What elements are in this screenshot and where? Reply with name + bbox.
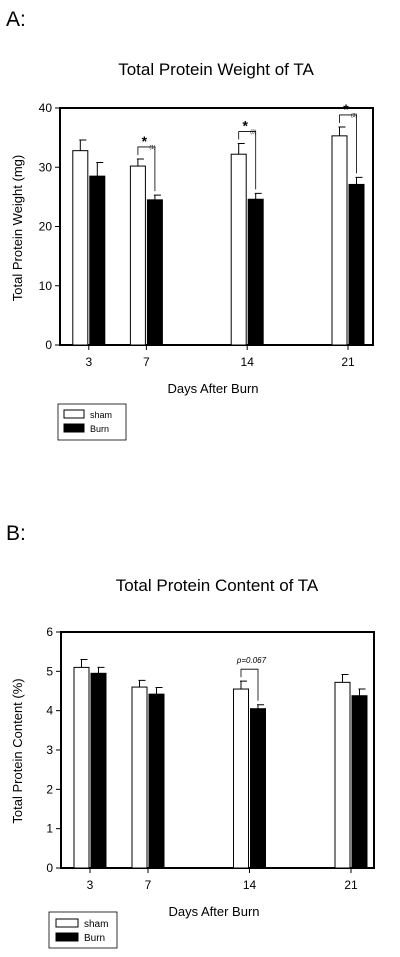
panel-a-legend-swatch-burn: [63, 423, 85, 433]
panel-a-error-bar-burn-21: [355, 176, 363, 185]
panel-b-y-tick-label-5: 5: [46, 664, 53, 678]
panel-b-y-tick-label-0: 0: [46, 861, 53, 875]
panel-a-legend-label-burn: Burn: [90, 424, 109, 434]
panel-b-error-bar-sham-21: [341, 673, 349, 683]
panel-a-significance-star-21: *: [343, 101, 349, 117]
panel-a-error-bar-burn-7: [153, 194, 161, 200]
panel-a-significance-note-21: (3): [351, 113, 357, 119]
panel-b-label: B:: [6, 522, 26, 545]
panel-a-significance-star-14: *: [242, 118, 248, 134]
panel-a-error-bar-sham-21: [338, 126, 346, 136]
panel-b-legend-swatch-burn: [55, 932, 79, 942]
panel-a-error-bar-sham-14: [237, 143, 245, 155]
panel-b-x-axis-label: Days After Burn: [168, 904, 259, 919]
panel-b-y-axis-label: Total Protein Content (%): [10, 678, 25, 823]
panel-a-y-tick-label-0: 0: [45, 338, 52, 352]
panel-b-bar-burn-14: [250, 708, 266, 869]
panel-a-bar-burn-3: [89, 175, 106, 346]
panel-a-y-tick-label-2: 20: [39, 220, 53, 234]
panel-b-legend-box: [48, 911, 118, 949]
panel-a-y-axis-label: Total Protein Weight (mg): [10, 155, 25, 301]
panel-b-x-tick-label-0: 3: [87, 878, 94, 892]
panel-a-x-ticks: 3 7 14 21: [85, 345, 355, 369]
panel-b-annotations: p=0.067: [236, 656, 267, 701]
panel-b-x-ticks: 3 7 14 21: [87, 868, 358, 892]
panel-a-annotations: * (1)* (3)* (3): [137, 101, 357, 192]
panel-b-x-tick-label-2: 14: [243, 878, 257, 892]
panel-b-error-bar-sham-3: [80, 659, 88, 668]
panel-b-bar-sham-3: [73, 666, 90, 869]
panel-a-bar-burn-14: [247, 198, 264, 346]
panel-b-bar-burn-3: [90, 672, 107, 869]
panel-a-x-tick-label-2: 14: [241, 355, 255, 369]
panel-a-significance-note-14: (3): [250, 130, 256, 136]
panel-a-bar-sham-14: [230, 153, 247, 346]
panel-a-y-tick-label-1: 10: [39, 279, 53, 293]
panel-b-legend-swatch-sham: [55, 918, 79, 928]
panel-b-x-tick-label-3: 21: [344, 878, 358, 892]
panel-a-error-bar-burn-3: [96, 162, 104, 177]
panel-a-y-ticks: 0 10 20 30 40: [39, 101, 60, 352]
panel-a-bar-burn-21: [348, 183, 365, 346]
panel-a-bar-sham-3: [72, 150, 89, 346]
panel-b-y-tick-label-2: 2: [46, 782, 53, 796]
panel-a-legend: sham Burn: [57, 403, 127, 441]
panel-a-significance-star-7: *: [142, 133, 148, 149]
panel-a: A: Total Protein Weight of TA Days After…: [6, 8, 374, 441]
panel-a-label: A:: [6, 8, 26, 31]
panel-a-x-tick-label-1: 7: [143, 355, 150, 369]
panel-b-legend-label-sham: sham: [84, 919, 108, 930]
panel-b-bracket-14: [240, 668, 259, 701]
panel-a-significance-note-7: (1): [149, 145, 155, 151]
panel-a-y-tick-label-3: 30: [39, 160, 53, 174]
panel-b-y-tick-label-1: 1: [46, 822, 53, 836]
panel-b-error-bar-sham-14: [240, 680, 247, 690]
panel-a-error-bar-sham-7: [136, 158, 144, 167]
panel-b-y-ticks: 0 1 2 3 4 5 6: [46, 625, 61, 875]
panel-a-x-axis-label: Days After Burn: [167, 381, 258, 396]
panel-a-y-tick-label-4: 40: [39, 101, 53, 115]
panel-b-bar-sham-14: [233, 688, 249, 869]
panel-a-title: Total Protein Weight of TA: [118, 60, 314, 79]
panel-a-plot-frame: [59, 107, 374, 346]
panel-a-error-bar-burn-14: [254, 192, 262, 200]
panel-b-y-tick-label-6: 6: [46, 625, 53, 639]
panel-a-x-tick-label-3: 21: [341, 355, 355, 369]
panel-a-legend-label-sham: sham: [90, 410, 112, 420]
panel-a-error-bar-sham-3: [79, 139, 87, 151]
panel-b-error-bar-burn-7: [155, 686, 163, 695]
panel-b-p-value-14: p=0.067: [236, 656, 267, 665]
panel-b-x-tick-label-1: 7: [145, 878, 152, 892]
panel-b-y-tick-label-4: 4: [46, 704, 53, 718]
panel-b-y-tick-label-3: 3: [46, 743, 53, 757]
panel-b-bar-burn-21: [351, 695, 368, 869]
panel-b-error-bar-burn-14: [257, 704, 264, 709]
panel-a-bracket-14: [238, 131, 257, 190]
panel-b-error-bar-burn-21: [358, 688, 366, 696]
panel-b-legend-label-burn: Burn: [84, 933, 105, 944]
panel-a-bracket-7: [137, 146, 156, 192]
panel-b-bar-burn-7: [148, 693, 165, 869]
panel-a-bars: [72, 126, 365, 346]
panel-b-bar-sham-21: [334, 681, 351, 869]
panel-b: B: Total Protein Content of TA Days Afte…: [6, 522, 375, 949]
panel-a-x-tick-label-0: 3: [85, 355, 92, 369]
panel-b-bar-sham-7: [131, 686, 148, 869]
panel-b-legend: sham Burn: [48, 911, 118, 949]
panel-b-error-bar-sham-7: [138, 679, 146, 688]
panel-a-bar-sham-21: [331, 135, 348, 346]
panel-b-title: Total Protein Content of TA: [116, 576, 319, 595]
panel-a-legend-swatch-sham: [63, 409, 85, 419]
panel-b-error-bar-burn-3: [97, 666, 105, 674]
panel-a-bar-sham-7: [129, 165, 146, 346]
panel-a-bar-burn-7: [146, 199, 163, 346]
panel-b-bars: [73, 659, 368, 869]
panel-b-plot-frame: [60, 631, 375, 869]
panel-a-bracket-21: [339, 114, 357, 174]
